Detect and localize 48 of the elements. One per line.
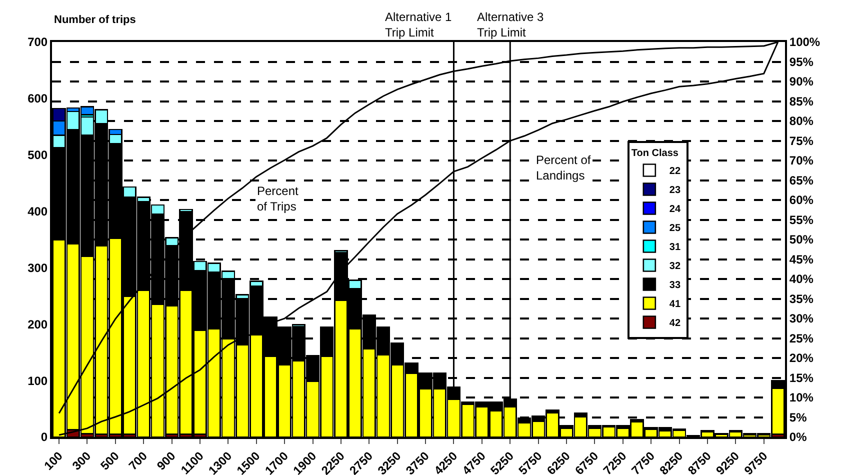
x-tick-label: 700 xyxy=(126,448,150,473)
y-tick-label: 200 xyxy=(28,317,48,332)
ref-line-label: Alternative 1 Trip Limit xyxy=(385,10,452,40)
y-tick-label: 700 xyxy=(28,35,48,50)
legend-label: 41 xyxy=(669,299,681,310)
legend-title: Ton Class xyxy=(631,148,679,159)
y2-tick-label: 90% xyxy=(789,74,814,89)
y-tick-label: 500 xyxy=(28,148,48,162)
legend-label: 33 xyxy=(669,280,681,292)
y2-tick-label: 5% xyxy=(789,410,808,424)
legend-label: 22 xyxy=(669,166,681,178)
y2-tick-label: 15% xyxy=(789,370,814,385)
y-tick-label: 300 xyxy=(28,260,48,275)
annotation: Percent of Trips xyxy=(257,184,300,214)
y2-tick-label: 60% xyxy=(789,193,814,208)
y2-tick-label: 20% xyxy=(789,351,814,366)
y2-tick-label: 30% xyxy=(789,312,814,326)
y2-tick-label: 25% xyxy=(789,331,814,346)
y2-tick-label: 70% xyxy=(789,154,814,168)
y2-tick-label: 50% xyxy=(789,232,814,247)
y2-tick-label: 75% xyxy=(789,134,814,148)
y2-tick-label: 65% xyxy=(789,173,814,188)
legend-label: 24 xyxy=(669,204,681,216)
x-tick-label: 500 xyxy=(98,448,122,473)
y2-tick-label: 55% xyxy=(789,212,814,227)
y-tick-label: 400 xyxy=(28,204,48,218)
y2-tick-label: 10% xyxy=(789,390,814,405)
y2-tick-label: 40% xyxy=(789,272,814,286)
y-tick-label: 600 xyxy=(28,92,48,106)
ref-line-label: Alternative 3 Trip Limit xyxy=(477,10,544,40)
y-axis-title: Number of trips xyxy=(54,14,136,26)
y2-tick-label: 80% xyxy=(789,114,814,128)
legend-label: 23 xyxy=(669,185,681,196)
legend-label: 32 xyxy=(669,261,681,272)
legend-label: 42 xyxy=(669,318,681,330)
y2-tick-label: 45% xyxy=(789,252,814,266)
y2-tick-label: 85% xyxy=(789,94,814,108)
x-tick-label: 900 xyxy=(154,448,178,473)
y2-tick-label: 35% xyxy=(789,292,814,306)
y2-tick-label: 95% xyxy=(789,54,814,69)
legend-label: 25 xyxy=(669,223,681,234)
y-tick-label: 0 xyxy=(40,430,48,444)
x-tick-label: 300 xyxy=(70,448,94,473)
y2-tick-label: 0% xyxy=(789,430,808,444)
legend-label: 31 xyxy=(669,242,681,254)
y-tick-label: 100 xyxy=(28,374,48,388)
annotation: Percent of Landings xyxy=(536,153,592,183)
y2-tick-label: 100% xyxy=(789,35,820,50)
